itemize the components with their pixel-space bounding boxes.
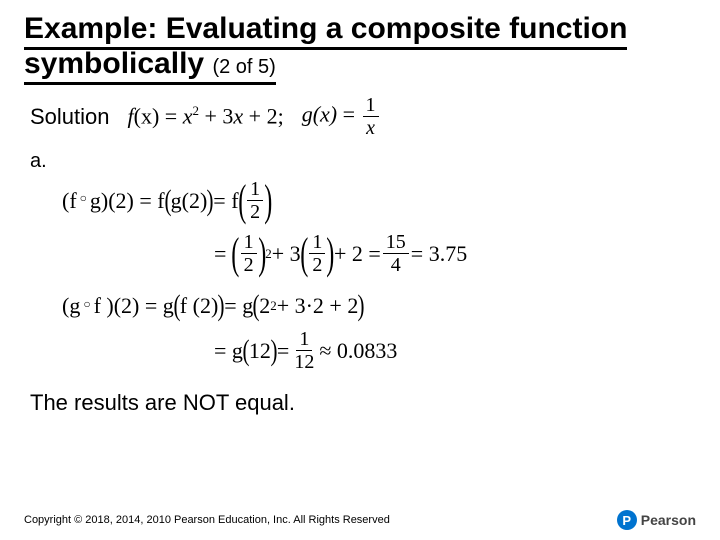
- results-statement: The results are NOT equal.: [24, 390, 696, 416]
- pearson-logo: P Pearson: [617, 510, 696, 530]
- part-a-label: a.: [24, 150, 696, 173]
- f-definition: f(x) = x2 + 3x + 2;: [128, 103, 284, 129]
- logo-icon: P: [617, 510, 637, 530]
- gf-line2: = g (12) = 112 ≈ 0.0833: [24, 329, 696, 372]
- logo-text: Pearson: [641, 512, 696, 528]
- solution-line: Solution f(x) = x2 + 3x + 2; g(x) = 1x: [24, 95, 696, 138]
- gf-line1: (g ○ f )(2) = g (f (2)) = g (22 + 3·2 + …: [24, 293, 696, 319]
- g-definition: g(x) = 1x: [302, 95, 381, 138]
- page-count: (2 of 5): [212, 56, 275, 78]
- fg-line2: = (12)2 + 3 (12) + 2 = 154 = 3.75: [24, 232, 696, 275]
- solution-label: Solution: [30, 104, 110, 130]
- copyright-text: Copyright © 2018, 2014, 2010 Pearson Edu…: [24, 514, 390, 526]
- slide-title: Example: Evaluating a composite function…: [24, 12, 696, 81]
- fg-line1: (f ○ g)(2) = f (g(2)) = f (12): [24, 179, 696, 222]
